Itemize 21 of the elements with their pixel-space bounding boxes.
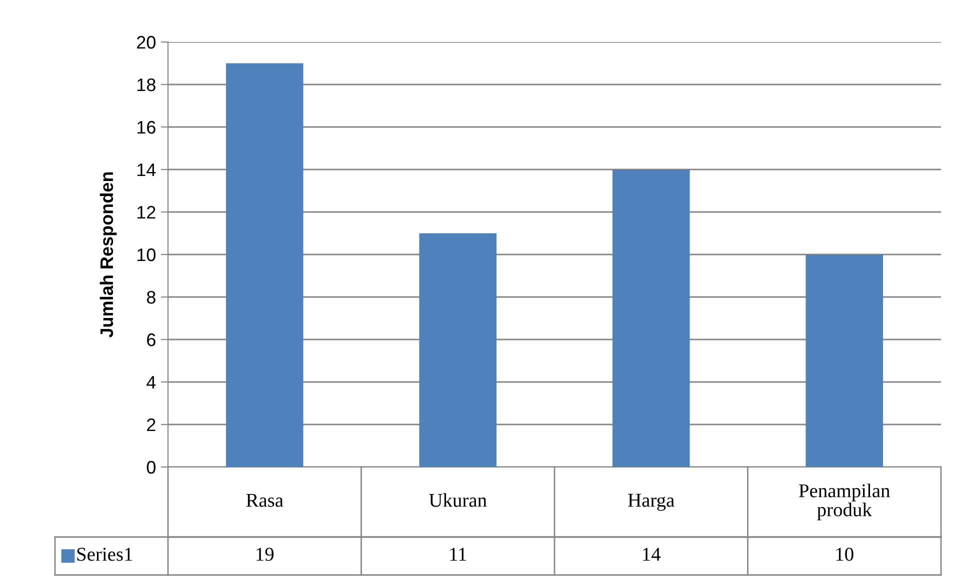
y-tick-label: 14 — [137, 164, 156, 176]
data-label: 19 — [256, 548, 274, 561]
y-tick-label: 12 — [137, 206, 156, 219]
y-tick-label: 2 — [147, 418, 156, 432]
x-tick-label: Ukuran — [429, 493, 487, 507]
y-tick-label: 6 — [147, 333, 156, 346]
x-tick-label: Harga — [628, 494, 674, 511]
y-tick-label: 4 — [146, 376, 156, 389]
y-tick-label: 18 — [137, 78, 156, 92]
y-tick-label: 8 — [146, 290, 156, 304]
data-label: 14 — [643, 548, 661, 561]
data-label: 10 — [836, 548, 854, 561]
y-axis-title: Jumlah Responden — [100, 172, 117, 338]
y-tick-label: 16 — [137, 120, 156, 134]
x-tick-label: Penampilan produk — [799, 484, 890, 520]
y-tick-label: 20 — [137, 36, 156, 49]
data-label: 11 — [450, 548, 466, 561]
y-tick-label: 10 — [137, 248, 156, 262]
x-tick-label: Rasa — [246, 494, 284, 507]
legend-label: Series1 — [77, 548, 132, 561]
y-tick-label: 0 — [146, 460, 156, 474]
